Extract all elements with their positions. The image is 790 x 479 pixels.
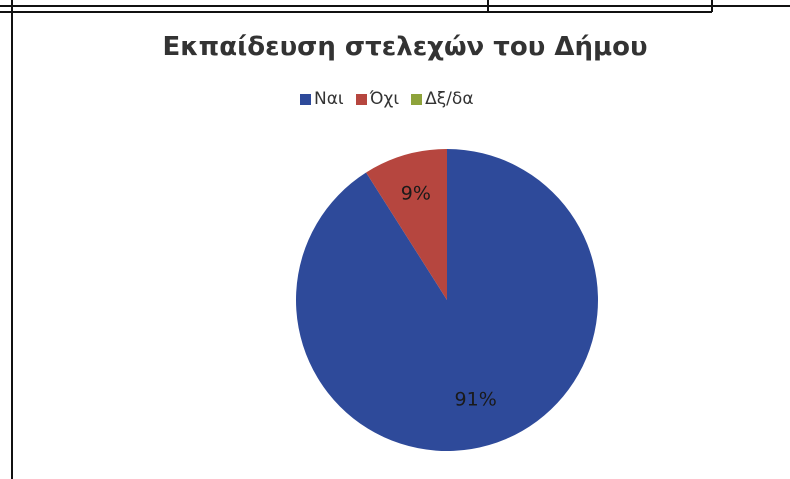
legend-item-nai: Ναι — [300, 89, 344, 109]
slice-label-ochi: 9% — [401, 183, 431, 205]
chart-legend: Ναι Όχι Δξ/δα — [300, 88, 474, 110]
legend-swatch-ochi — [355, 93, 367, 105]
chart-title: Εκπαίδευση στελεχών του Δήμου — [162, 32, 648, 62]
legend-label-dxda: Δξ/δα — [425, 89, 474, 109]
slice-nai — [295, 149, 598, 451]
legend-item-dxda: Δξ/δα — [411, 89, 474, 109]
legend-swatch-dxda — [411, 93, 423, 105]
legend-label-ochi: Όχι — [369, 89, 400, 109]
legend-label-nai: Ναι — [314, 89, 344, 109]
legend-item-ochi: Όχι — [355, 89, 400, 109]
legend-swatch-nai — [300, 93, 311, 105]
slice-ochi — [366, 149, 447, 300]
slice-label-nai: 91% — [455, 389, 497, 411]
